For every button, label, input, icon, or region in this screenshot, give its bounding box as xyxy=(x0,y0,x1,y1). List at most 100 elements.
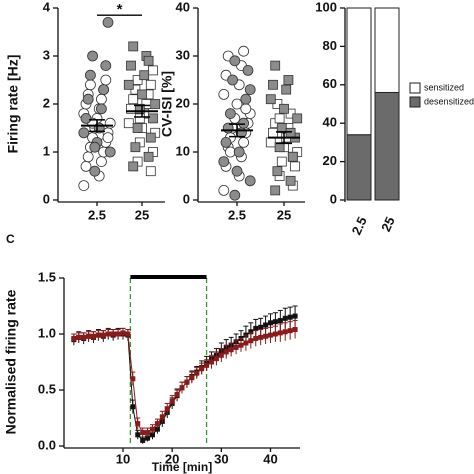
data-point xyxy=(282,315,288,321)
data-point xyxy=(137,89,147,100)
data-point xyxy=(134,103,145,114)
data-point xyxy=(125,331,131,337)
data-point xyxy=(104,146,116,158)
data-point xyxy=(285,175,296,186)
y-axis-label: Firing rate [Hz] xyxy=(5,55,21,154)
data-point xyxy=(184,379,190,385)
data-point xyxy=(143,151,154,162)
data-point xyxy=(71,335,77,341)
y-tick-label: 0 xyxy=(43,191,50,206)
data-point xyxy=(76,334,82,340)
y-tick-label: 1.0 xyxy=(38,325,56,340)
data-point xyxy=(85,79,96,91)
data-point xyxy=(128,94,139,105)
data-point xyxy=(91,333,96,339)
data-point xyxy=(174,391,180,397)
data-point xyxy=(179,385,185,391)
data-point xyxy=(140,430,146,436)
bar-segment xyxy=(346,134,372,201)
data-point xyxy=(82,93,94,105)
y-tick-label: 1 xyxy=(43,143,50,158)
data-point xyxy=(292,313,298,319)
data-point xyxy=(272,319,278,325)
data-point xyxy=(135,432,141,438)
bar-segment xyxy=(374,91,400,201)
significance-label: * xyxy=(117,1,123,18)
data-point xyxy=(139,70,150,81)
data-point xyxy=(292,113,303,124)
data-point xyxy=(287,314,293,320)
data-point xyxy=(189,375,195,381)
y-tick-label: 20 xyxy=(323,153,337,168)
x-tick-label: 2.5 xyxy=(88,207,106,222)
data-point xyxy=(238,45,250,57)
data-point xyxy=(292,327,298,333)
y-axis-label: CV-ISI [%] xyxy=(159,71,175,137)
data-point xyxy=(82,151,94,163)
data-point xyxy=(134,113,145,124)
data-point xyxy=(85,69,96,81)
y-axis-label: Normalised firing rate xyxy=(3,289,19,434)
data-point xyxy=(140,437,146,443)
data-point xyxy=(242,65,254,76)
y-tick-label: 80 xyxy=(323,38,337,53)
data-point xyxy=(209,359,214,365)
data-point xyxy=(204,362,210,368)
data-point xyxy=(199,366,205,372)
data-point xyxy=(78,180,90,192)
data-point xyxy=(100,332,106,338)
data-point xyxy=(194,370,200,376)
data-point xyxy=(102,132,114,144)
data-point xyxy=(110,331,116,337)
y-tick-label: 0 xyxy=(183,191,190,206)
bar-segment xyxy=(346,7,372,136)
data-point xyxy=(104,117,116,129)
data-point xyxy=(164,406,170,412)
data-point xyxy=(272,166,283,177)
data-point xyxy=(229,55,241,67)
data-point xyxy=(130,376,136,382)
data-point xyxy=(213,356,219,362)
data-point xyxy=(228,347,234,353)
data-point xyxy=(279,103,289,114)
y-tick-label: 1.5 xyxy=(38,269,56,284)
x-tick-label: 40 xyxy=(263,451,277,466)
data-point xyxy=(240,103,252,115)
data-point xyxy=(238,117,250,129)
data-point xyxy=(244,84,256,95)
data-point xyxy=(105,331,111,337)
data-point xyxy=(285,127,296,138)
data-point xyxy=(98,84,109,95)
data-point xyxy=(238,136,250,148)
data-point xyxy=(218,184,230,196)
x-tick-label: 2.5 xyxy=(228,207,246,222)
data-point xyxy=(227,74,239,86)
data-point xyxy=(224,108,236,119)
data-point xyxy=(220,136,232,148)
data-point xyxy=(100,60,112,71)
y-tick-label: 40 xyxy=(323,115,337,130)
y-tick-label: 100 xyxy=(315,0,337,14)
data-point xyxy=(276,156,287,167)
y-tick-label: 30 xyxy=(176,47,190,62)
data-point xyxy=(145,166,156,177)
data-point xyxy=(96,103,107,115)
data-point xyxy=(143,55,154,66)
y-tick-label: 20 xyxy=(176,95,190,110)
data-point xyxy=(277,318,283,324)
data-point xyxy=(248,338,254,344)
data-point xyxy=(238,342,244,348)
data-point xyxy=(89,141,101,153)
data-point xyxy=(80,113,92,124)
data-point xyxy=(86,333,92,339)
data-point xyxy=(115,331,121,337)
y-tick-label: 60 xyxy=(323,76,337,91)
data-point xyxy=(126,60,136,71)
data-point xyxy=(218,156,230,168)
data-point xyxy=(81,334,87,340)
data-point xyxy=(253,335,259,341)
data-point xyxy=(150,426,155,432)
legend-swatch xyxy=(409,82,421,94)
y-tick-label: 0 xyxy=(330,191,337,206)
